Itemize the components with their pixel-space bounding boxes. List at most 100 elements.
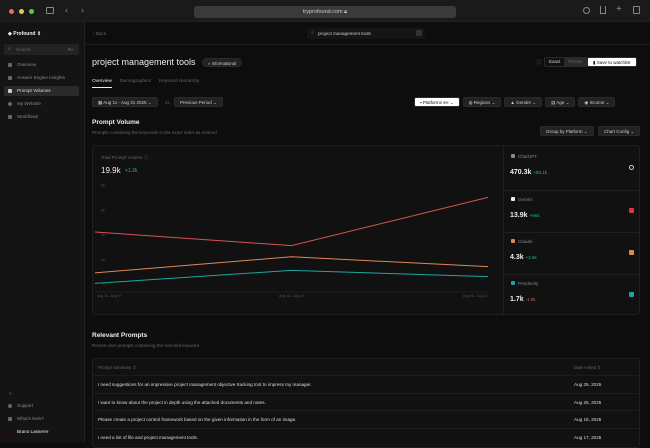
match-phrase-option[interactable]: Phrase: [564, 58, 587, 66]
x-tick-label: Aug 18 - Aug 24: [279, 294, 304, 298]
search-icon: ⌕: [8, 46, 11, 52]
sidebar-toggle-icon[interactable]: [46, 7, 54, 14]
sort-prompt-summary[interactable]: Prompt Summary ⇕: [98, 365, 137, 370]
total-delta: +1.2k: [125, 168, 138, 174]
series-color-toggle[interactable]: [629, 292, 634, 297]
info-icon: ⓘ: [143, 155, 149, 160]
y-tick-label: 4k: [101, 233, 105, 237]
sidebar-item-prompt-volumes[interactable]: Prompt Volumes: [4, 86, 79, 96]
y-tick-label: 0: [103, 283, 105, 287]
chart-config-select[interactable]: Chart Config ⌄: [598, 126, 641, 136]
vs-label: vs.: [165, 100, 171, 105]
lock-icon: 🔒︎: [344, 9, 348, 15]
prompt-text: I want to know about the project in dept…: [98, 399, 266, 405]
section-title: Prompt Volume: [92, 119, 140, 126]
sidebar-item-overview[interactable]: Overview: [4, 60, 79, 70]
page-header: ‹ Back ⌕ project management tools: [85, 22, 650, 45]
close-window-button[interactable]: [9, 9, 14, 14]
workflow-icon: [8, 115, 12, 119]
platform-logo-icon: [511, 281, 515, 285]
new-tab-icon[interactable]: +: [616, 4, 622, 15]
platform-card-claude[interactable]: Claude 4.3k +2.5k: [503, 232, 640, 274]
table-row[interactable]: Please create a project control framewor…: [92, 410, 640, 427]
series-line-2: [94, 269, 489, 284]
section-subtitle: Recent user prompts containing the selec…: [92, 343, 200, 348]
demographic-filters: ▪ Platforms ■■ ⌄ ◍ Regions ⌄ ▲ Gender ⌄ …: [414, 97, 616, 107]
platform-logo-icon: [511, 197, 515, 201]
total-value: 19.9k: [101, 166, 121, 175]
platform-card-perplexity[interactable]: Perplexity 1.7k -1.8k: [503, 274, 640, 316]
support-link[interactable]: Support: [4, 401, 79, 411]
back-link[interactable]: ‹ Back: [93, 31, 107, 36]
section-title: Relevant Prompts: [92, 332, 148, 339]
platform-delta: +83.1k: [533, 170, 548, 175]
tab-keyword-hierarchy[interactable]: Keyword Hierarchy: [158, 79, 200, 84]
y-tick-label: 8k: [101, 184, 105, 188]
keyword-search-input[interactable]: ⌕ project management tools: [307, 28, 425, 39]
platforms-filter[interactable]: ▪ Platforms ■■ ⌄: [414, 97, 460, 107]
regions-filter[interactable]: ◍ Regions ⌄: [462, 97, 502, 107]
platform-value: 1.7k -1.8k: [510, 296, 536, 303]
globe-icon: [8, 102, 12, 106]
address-bar[interactable]: tryprofound.com 🔒︎: [194, 6, 456, 18]
platform-logo-icon: [511, 239, 515, 243]
sidebar-search[interactable]: ⌕ Search ⌘K: [4, 44, 79, 55]
platform-card-chatgpt[interactable]: ChatGPT 470.3k +83.1k: [503, 148, 640, 190]
platform-value: 4.3k +2.5k: [510, 254, 537, 261]
browser-toolbar: ‹ › tryprofound.com 🔒︎ +: [0, 0, 650, 22]
table-row[interactable]: I need suggestions for an impressive pro…: [92, 375, 640, 392]
section-subtitle: Prompts containing the keywords in the e…: [92, 130, 217, 135]
date-range-picker[interactable]: ▦ Aug 11 - Aug 31 2025 ⌄: [92, 97, 158, 107]
platform-delta: -1.8k: [525, 297, 536, 302]
sidebar-item-my-website[interactable]: My Website: [4, 99, 79, 109]
whats-new-link[interactable]: What's New?: [4, 414, 79, 424]
sidebar-item-answer-engine-insights[interactable]: Answer Engine Insights: [4, 73, 79, 83]
prompt-date: Aug 25, 2025: [574, 382, 602, 387]
series-color-toggle[interactable]: [629, 250, 634, 255]
back-nav-icon[interactable]: ‹: [65, 5, 68, 15]
minimize-window-button[interactable]: [19, 9, 24, 14]
slash-shortcut-icon: [416, 30, 422, 36]
prompt-text: I need a list of file and project manage…: [98, 434, 199, 440]
series-color-toggle[interactable]: [629, 165, 634, 170]
series-line-0: [94, 196, 489, 247]
user-menu[interactable]: Brano Lasserre: [4, 427, 79, 437]
tab-demographics[interactable]: Demographics: [120, 79, 151, 84]
age-filter[interactable]: ▤ Age ⌄: [545, 97, 576, 107]
line-chart: 0 2k 4k 6k 8k Aug 11 - Aug 17 Aug 18 - Aug 24 A…: [94, 184, 489, 298]
platform-card-gemini[interactable]: Gemini 13.9k +564: [503, 190, 640, 232]
maximize-window-button[interactable]: [29, 9, 34, 14]
group-by-select[interactable]: Group by Platform ⌄: [540, 126, 594, 136]
info-icon: ⓘ: [536, 61, 543, 67]
platform-icons: ■: [443, 100, 446, 105]
table-row[interactable]: I need a list of file and project manage…: [92, 427, 640, 445]
compare-period-select[interactable]: Previous Period ⌄: [174, 97, 223, 107]
collapse-sidebar-icon[interactable]: «: [9, 391, 12, 397]
sidebar: ◆ Profound ⇕ ⌕ Search ⌘K Overview Answer…: [0, 22, 85, 442]
workspace-switcher[interactable]: ◆ Profound ⇕: [8, 31, 42, 37]
series-color-toggle[interactable]: [629, 208, 634, 213]
sparkle-icon: [8, 76, 12, 80]
income-filter[interactable]: ◉ Income ⌄: [578, 97, 616, 107]
match-exact-option[interactable]: Exact: [545, 58, 565, 66]
x-tick-label: Aug 11 - Aug 17: [97, 294, 122, 298]
prompt-text: Please create a project control framewor…: [98, 417, 297, 422]
platform-value: 470.3k +83.1k: [510, 169, 548, 176]
platform-name: ChatGPT: [511, 154, 537, 159]
forward-nav-icon[interactable]: ›: [81, 5, 84, 15]
save-to-watchlist-button[interactable]: ▮ Save to watchlist: [587, 57, 637, 67]
download-icon[interactable]: [583, 7, 590, 14]
tabs-overview-icon[interactable]: [633, 6, 640, 14]
table-row[interactable]: I want to know about the project in dept…: [92, 392, 640, 410]
sidebar-item-workflows[interactable]: Workflows: [4, 112, 79, 122]
gender-filter[interactable]: ▲ Gender ⌄: [504, 97, 543, 107]
prompt-volume-card: [92, 145, 640, 315]
search-icon: ⌕: [311, 30, 314, 36]
share-icon[interactable]: [600, 6, 606, 14]
prompt-date: Aug 25, 2025: [574, 399, 602, 405]
sort-date-asked[interactable]: Date Asked ⇕: [574, 365, 601, 370]
total-label: Total Prompt Volume ⓘ: [101, 155, 149, 160]
y-tick-label: 2k: [101, 258, 105, 262]
tab-overview[interactable]: Overview: [92, 79, 112, 88]
avatar: [8, 430, 12, 434]
